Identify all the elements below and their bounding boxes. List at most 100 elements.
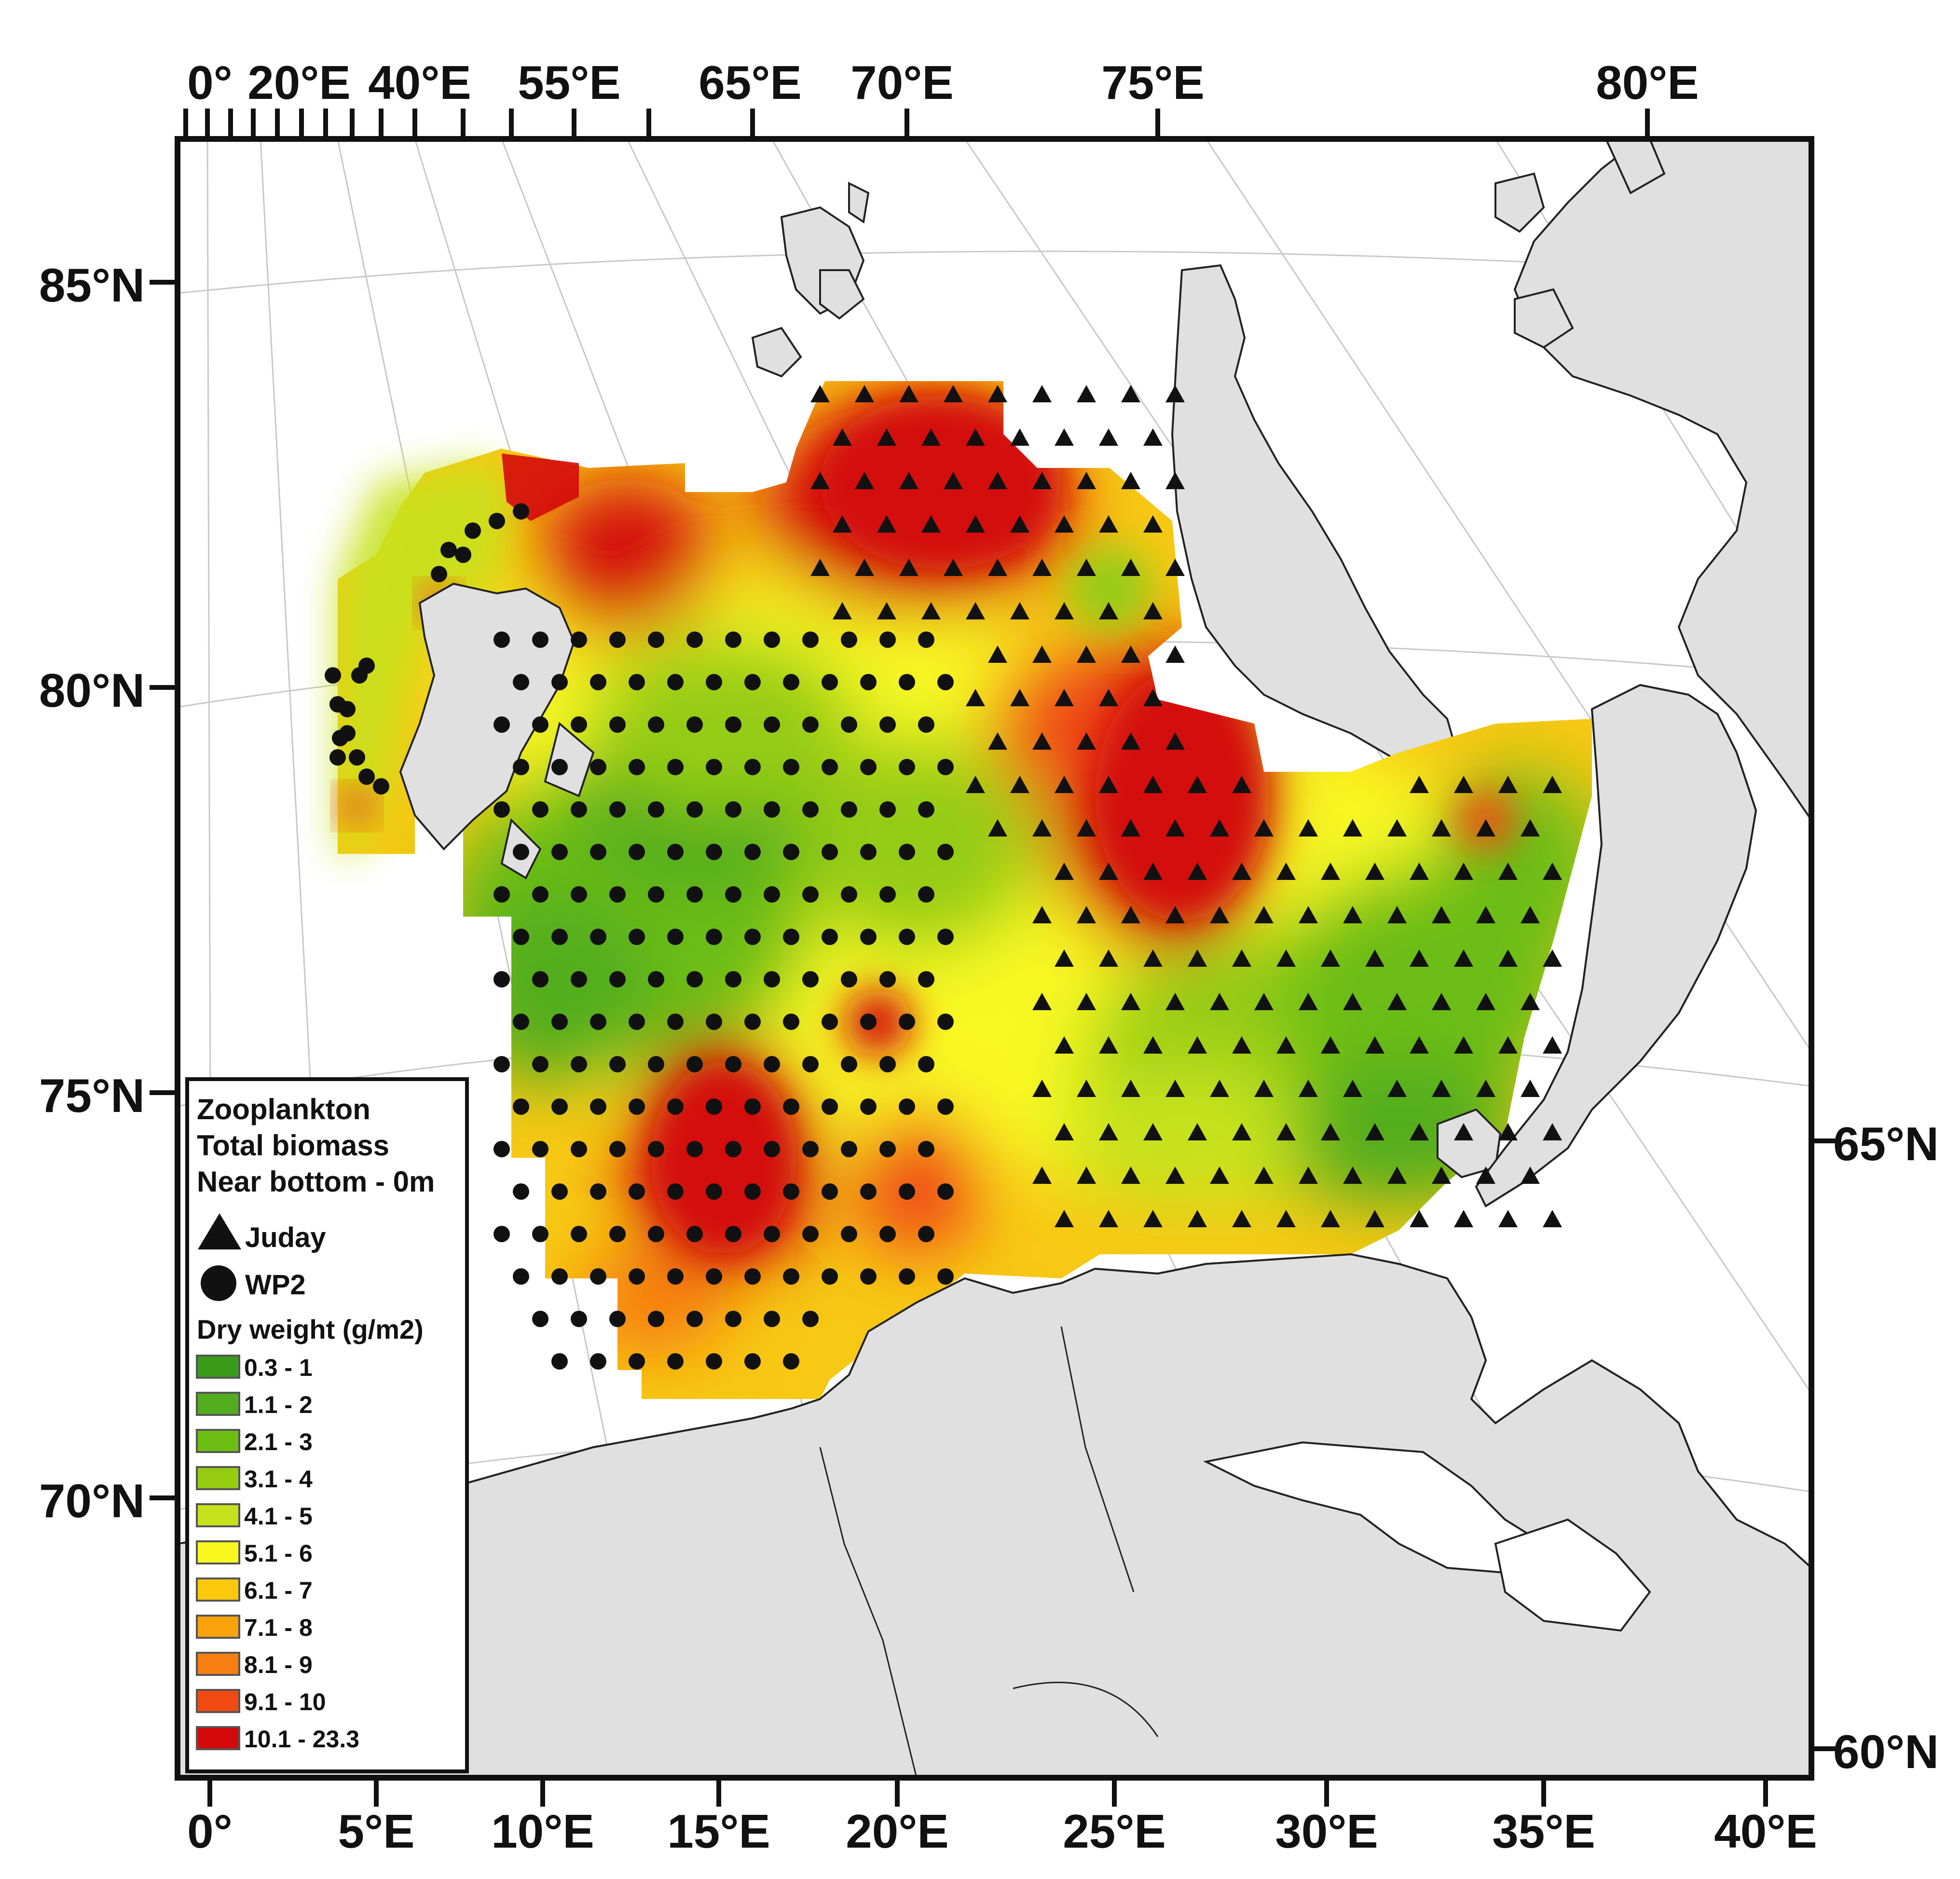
- juday-station: [1143, 515, 1163, 533]
- juday-station: [921, 515, 941, 533]
- juday-station: [1055, 1123, 1074, 1140]
- juday-station: [1121, 645, 1140, 663]
- wp2-station: [629, 844, 645, 860]
- juday-station: [833, 428, 852, 446]
- juday-station: [1210, 1166, 1229, 1184]
- juday-station: [1077, 1166, 1096, 1184]
- juday-station: [1010, 428, 1029, 446]
- legend-class-label: 2.1 - 3: [244, 1428, 313, 1455]
- juday-station: [1077, 472, 1096, 489]
- legend-class-label: 0.3 - 1: [244, 1354, 313, 1381]
- juday-station: [1143, 689, 1163, 706]
- juday-station: [855, 472, 874, 489]
- wp2-station: [551, 759, 568, 775]
- juday-station: [966, 428, 985, 446]
- wp2-station: [879, 801, 896, 818]
- wp2-station: [764, 716, 780, 733]
- juday-station: [1055, 863, 1074, 880]
- wp2-station: [686, 716, 703, 733]
- wp2-station: [686, 1311, 703, 1327]
- wp2-station: [489, 513, 505, 529]
- wp2-station: [590, 1098, 606, 1115]
- juday-station: [899, 559, 918, 576]
- juday-station: [1410, 1123, 1429, 1140]
- juday-station: [1432, 819, 1451, 837]
- juday-station: [1077, 993, 1096, 1010]
- wp2-station: [706, 929, 722, 945]
- legend-swatch: [196, 1429, 240, 1453]
- juday-station: [1232, 1210, 1251, 1227]
- wp2-station: [667, 1268, 684, 1285]
- wp2-station: [609, 716, 626, 733]
- wp2-station: [590, 844, 606, 860]
- juday-station: [1321, 949, 1340, 967]
- wp2-station: [493, 1141, 510, 1157]
- juday-station: [1454, 776, 1473, 793]
- juday-station: [1276, 1210, 1296, 1227]
- juday-station: [988, 385, 1007, 402]
- wp2-station: [532, 801, 548, 818]
- left-label-3: 70°N: [39, 1474, 145, 1527]
- juday-station: [1077, 732, 1096, 750]
- juday-station: [1165, 732, 1185, 750]
- juday-station: [1032, 819, 1052, 837]
- wp2-station: [725, 1056, 741, 1072]
- wp2-station: [937, 1098, 954, 1115]
- juday-station: [1010, 602, 1029, 619]
- juday-station: [1210, 819, 1229, 837]
- wp2-station: [493, 631, 510, 648]
- wp2-station: [860, 759, 877, 775]
- wp2-station: [918, 1141, 934, 1157]
- wp2-station: [802, 631, 819, 648]
- wp2-station: [686, 886, 703, 903]
- juday-station: [1165, 472, 1185, 489]
- juday-station: [1121, 385, 1140, 402]
- wp2-station: [706, 1014, 722, 1030]
- left-axis-labels: 85°N 80°N 75°N 70°N: [39, 259, 145, 1527]
- wp2-station: [532, 631, 548, 648]
- juday-station: [1521, 906, 1540, 923]
- wp2-station: [667, 1353, 684, 1370]
- wp2-station: [686, 1141, 703, 1157]
- wp2-station: [899, 1268, 915, 1285]
- juday-station: [1032, 993, 1052, 1010]
- wp2-station: [783, 759, 799, 775]
- wp2-station: [609, 971, 626, 988]
- juday-station: [1165, 1080, 1185, 1097]
- juday-station: [921, 428, 941, 446]
- juday-station: [1143, 776, 1163, 793]
- juday-station: [1454, 863, 1473, 880]
- juday-station: [1055, 515, 1074, 533]
- juday-station: [1299, 993, 1318, 1010]
- wp2-station: [744, 1268, 761, 1285]
- wp2-station: [571, 971, 587, 988]
- juday-station: [1432, 993, 1451, 1010]
- wp2-station: [802, 1056, 819, 1072]
- bottom-label-5: 25°E: [1063, 1805, 1166, 1858]
- wp2-station: [686, 631, 703, 648]
- top-label-6: 75°E: [1101, 56, 1205, 109]
- wp2-station: [822, 674, 838, 690]
- juday-station: [1143, 1210, 1163, 1227]
- wp2-station: [493, 801, 510, 818]
- wp2-station: [725, 1226, 741, 1242]
- legend-swatch: [196, 1615, 240, 1639]
- wp2-station: [841, 1226, 857, 1242]
- wp2-station: [329, 749, 346, 766]
- juday-station: [1498, 1036, 1518, 1054]
- juday-station: [1165, 1166, 1185, 1184]
- wp2-station: [551, 929, 568, 945]
- juday-station: [1365, 1123, 1384, 1140]
- wp2-station: [571, 1226, 587, 1242]
- juday-station: [1188, 863, 1207, 880]
- wp2-station: [918, 631, 934, 648]
- wp2-station: [493, 1226, 510, 1242]
- juday-station: [1143, 863, 1163, 880]
- wp2-station: [706, 1268, 722, 1285]
- juday-station: [1077, 906, 1096, 923]
- right-label-0: 65°N: [1833, 1117, 1939, 1170]
- wp2-station: [764, 1226, 780, 1242]
- juday-station: [1032, 906, 1052, 923]
- juday-station: [1254, 906, 1274, 923]
- legend-class-label: 9.1 - 10: [244, 1688, 326, 1715]
